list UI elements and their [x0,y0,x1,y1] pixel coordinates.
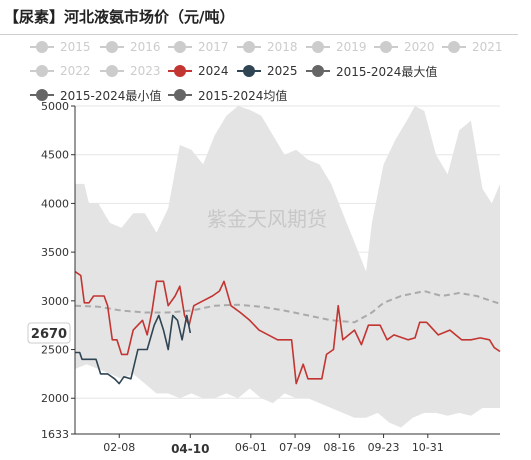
legend-label: 2015-2024最小值 [60,88,162,103]
legend-marker-icon [306,65,330,77]
range-band-layer [75,106,500,428]
crosshair-layer: 2670 04-10 [27,322,215,456]
series-layer [74,270,501,385]
y-tick-label: 1633 [41,428,69,441]
title-divider [0,34,518,35]
x-tick-label: 02-08 [103,441,135,454]
legend-item-2015-2024最小值[interactable]: 2015-2024最小值 [30,84,161,106]
legend-item-2024[interactable]: 2024 [168,60,229,82]
legend-item-2020[interactable]: 2020 [374,36,435,58]
legend-marker-icon [100,41,124,53]
y-tick-label: 4000 [41,197,69,210]
series-line-2024 [74,270,501,385]
legend-label: 2021 [472,40,503,54]
legend-label: 2022 [60,64,91,78]
series-line-2015-2024均值 [74,290,501,324]
legend-marker-icon [168,65,192,77]
series-line-2025 [75,314,192,385]
x-tick-label: 06-01 [235,441,267,454]
y-tick-label: 3500 [41,246,69,259]
legend-label: 2024 [198,64,229,78]
legend-label: 2017 [198,40,229,54]
x-tick-label: 08-16 [323,441,355,454]
axis-layer: 2000 2500 3000 3500 4000 4500 5000 1633 02-08 04-… [41,100,500,454]
legend-item-2016[interactable]: 2016 [100,36,161,58]
legend-marker-icon [168,89,192,101]
legend-marker-icon [237,41,261,53]
legend-item-2023[interactable]: 2023 [100,60,161,82]
legend-item-2015-2024最大值[interactable]: 2015-2024最大值 [306,60,437,82]
legend-label: 2020 [404,40,435,54]
legend-item-2017[interactable]: 2017 [168,36,229,58]
x-pointer-badge [166,438,215,456]
legend-marker-icon [100,65,124,77]
y-tick-label: 2000 [41,392,69,405]
legend-label: 2015 [60,40,91,54]
legend: 2015 2016 2017 2018 2019 2020 2021 2022 2023 2024… [0,36,531,106]
legend-label: 2018 [267,40,298,54]
legend-marker-icon [30,41,54,53]
legend-item-2015-2024均值[interactable]: 2015-2024均值 [168,84,287,106]
legend-item-2025[interactable]: 2025 [237,60,298,82]
legend-label: 2015-2024均值 [198,88,288,103]
legend-label: 2025 [267,64,298,78]
chart-title: 【尿素】河北液氨市场价（元/吨） [4,8,235,26]
legend-label: 2016 [130,40,161,54]
x-tick-label: 10-31 [412,441,444,454]
legend-item-2015[interactable]: 2015 [30,36,91,58]
legend-item-2019[interactable]: 2019 [306,36,367,58]
legend-item-2022[interactable]: 2022 [30,60,91,82]
legend-marker-icon [168,41,192,53]
x-pointer-label: 04-10 [171,442,209,456]
legend-marker-icon [442,41,466,53]
range-band-max-min [75,106,500,428]
legend-label: 2023 [130,64,161,78]
legend-label: 2019 [336,40,367,54]
x-tick-label: 07-09 [279,441,311,454]
legend-marker-icon [30,89,54,101]
legend-item-2021[interactable]: 2021 [442,36,503,58]
y-tick-label: 5000 [41,100,69,113]
legend-marker-icon [306,41,330,53]
legend-marker-icon [30,65,54,77]
x-tick-label: 09-23 [368,441,400,454]
legend-marker-icon [237,65,261,77]
y-tick-label: 3000 [41,295,69,308]
y-pointer-label: 2670 [31,327,67,342]
y-tick-label: 4500 [41,149,69,162]
watermark: 紫金天风期货 [207,207,327,231]
legend-item-2018[interactable]: 2018 [237,36,298,58]
legend-label: 2015-2024最大值 [336,64,438,79]
legend-marker-icon [374,41,398,53]
y-pointer-badge [27,322,71,344]
y-tick-label: 2500 [41,344,69,357]
